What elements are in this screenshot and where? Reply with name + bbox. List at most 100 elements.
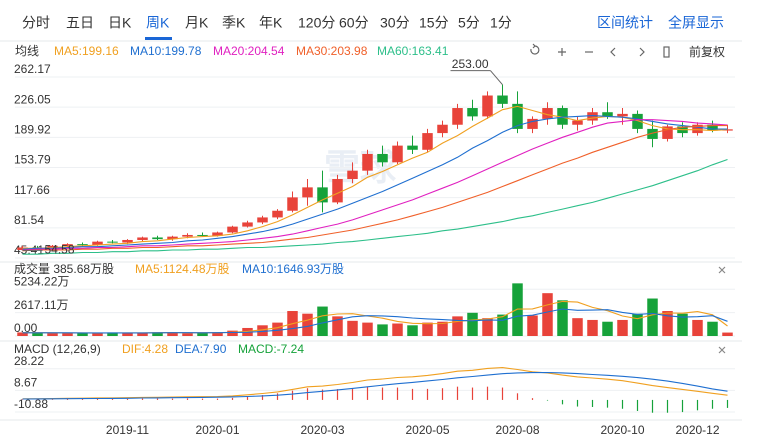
candle-body bbox=[482, 95, 493, 117]
candle-body bbox=[557, 108, 568, 125]
tab[interactable]: 30分 bbox=[380, 15, 410, 31]
volume-bar bbox=[632, 313, 643, 336]
candle-body bbox=[107, 241, 118, 243]
volume-bar bbox=[437, 321, 448, 336]
tab[interactable]: 日K bbox=[108, 15, 132, 31]
tab[interactable]: 1分 bbox=[490, 15, 512, 31]
prev-icon[interactable] bbox=[610, 47, 616, 57]
fit-icon[interactable] bbox=[663, 46, 670, 58]
volume-bar bbox=[482, 318, 493, 336]
ma-line bbox=[22, 115, 728, 250]
ma-line bbox=[22, 119, 728, 251]
action-button[interactable]: 区间统计 bbox=[597, 15, 653, 31]
candle-body bbox=[152, 237, 163, 240]
tab[interactable]: 15分 bbox=[419, 15, 449, 31]
y-tick-label: 5234.22万 bbox=[14, 274, 69, 288]
volume-bar bbox=[662, 311, 673, 336]
volume-bar bbox=[617, 319, 628, 336]
y-tick-label: 226.05 bbox=[14, 92, 51, 106]
close-volume[interactable] bbox=[718, 266, 726, 274]
volume-bar bbox=[302, 313, 313, 336]
candle-body bbox=[257, 217, 268, 223]
volume-bar bbox=[347, 320, 358, 336]
volume-bar bbox=[212, 332, 223, 336]
legend-entry: MACD:-7.24 bbox=[238, 342, 304, 356]
panel-title: MACD (12,26,9) bbox=[14, 342, 101, 356]
volume-bar bbox=[197, 332, 208, 336]
tab[interactable]: 五日 bbox=[66, 15, 94, 31]
candle-body bbox=[617, 113, 628, 117]
zoom-in-icon[interactable] bbox=[558, 48, 566, 56]
volume-bar bbox=[467, 312, 478, 336]
candle-body bbox=[662, 126, 673, 139]
x-tick-label: 2020-12 bbox=[675, 423, 719, 437]
candle-body bbox=[92, 241, 103, 245]
macd-line bbox=[22, 367, 728, 400]
ma-line bbox=[22, 125, 728, 252]
reset-icon[interactable] bbox=[530, 43, 540, 55]
x-tick-label: 2020-05 bbox=[405, 423, 449, 437]
adjust-button[interactable]: 前复权 bbox=[689, 44, 725, 59]
next-icon[interactable] bbox=[639, 47, 645, 57]
tab[interactable]: 年K bbox=[259, 15, 283, 31]
candle-body bbox=[497, 95, 508, 104]
candle-body bbox=[212, 232, 223, 236]
volume-bar bbox=[362, 322, 373, 336]
tab[interactable]: 5分 bbox=[458, 15, 480, 31]
close-icons bbox=[718, 266, 726, 354]
ma-line bbox=[22, 158, 728, 255]
candle-body bbox=[692, 124, 703, 134]
candle-body bbox=[197, 234, 208, 236]
tab[interactable]: 季K bbox=[222, 15, 246, 31]
tab[interactable]: 周K bbox=[146, 15, 170, 31]
y-tick-label: 28.22 bbox=[14, 354, 44, 368]
candle-body bbox=[137, 237, 148, 240]
macd-line bbox=[22, 371, 728, 400]
y-tick-label: 262.17 bbox=[14, 62, 51, 76]
legend-entry: DEA:7.90 bbox=[175, 342, 227, 356]
candle-body bbox=[392, 145, 403, 163]
tab[interactable]: 60分 bbox=[339, 15, 369, 31]
candle-body bbox=[287, 197, 298, 211]
volume-bar bbox=[422, 322, 433, 336]
candle-body bbox=[452, 108, 463, 125]
volume-bar bbox=[122, 332, 133, 336]
volume-bar bbox=[107, 332, 118, 336]
volume-bar bbox=[317, 306, 328, 336]
y-tick-label: 117.66 bbox=[14, 183, 50, 197]
close-macd[interactable] bbox=[718, 346, 726, 354]
active-tab-underline bbox=[145, 37, 172, 40]
y-tick-label: 2617.11万 bbox=[14, 298, 69, 312]
volume-bar bbox=[392, 323, 403, 336]
action-button[interactable]: 全屏显示 bbox=[668, 15, 724, 31]
annotation-line bbox=[490, 70, 503, 85]
candle-body bbox=[122, 239, 133, 243]
legend-entry: MA20:204.54 bbox=[213, 44, 285, 58]
candle-body bbox=[302, 187, 313, 198]
candle-body bbox=[467, 108, 478, 117]
volume-bar bbox=[257, 325, 268, 336]
volume-bar bbox=[542, 293, 553, 336]
volume-ma-line bbox=[22, 308, 728, 334]
x-tick-label: 2020-01 bbox=[195, 423, 239, 437]
candle-body bbox=[707, 124, 718, 131]
candle-body bbox=[542, 108, 553, 119]
volume-bar bbox=[722, 332, 733, 336]
tab[interactable]: 分时 bbox=[22, 15, 50, 31]
legend-entry: MA10:199.78 bbox=[130, 44, 202, 58]
x-tick-label: 2020-03 bbox=[300, 423, 344, 437]
candle-body bbox=[317, 187, 328, 203]
candle-body bbox=[332, 179, 343, 203]
candle-body bbox=[647, 128, 658, 139]
candle-body bbox=[632, 113, 643, 129]
volume-bar bbox=[152, 332, 163, 336]
candle-body bbox=[407, 145, 418, 150]
volume-bar bbox=[452, 316, 463, 336]
volume-bar bbox=[167, 332, 178, 336]
candle-body bbox=[182, 234, 193, 237]
y-tick-label: 153.79 bbox=[14, 153, 51, 167]
tab[interactable]: 月K bbox=[185, 15, 209, 31]
volume-bar bbox=[137, 332, 148, 336]
tab[interactable]: 120分 bbox=[298, 15, 335, 31]
y-tick-label: 81.54 bbox=[14, 213, 44, 227]
